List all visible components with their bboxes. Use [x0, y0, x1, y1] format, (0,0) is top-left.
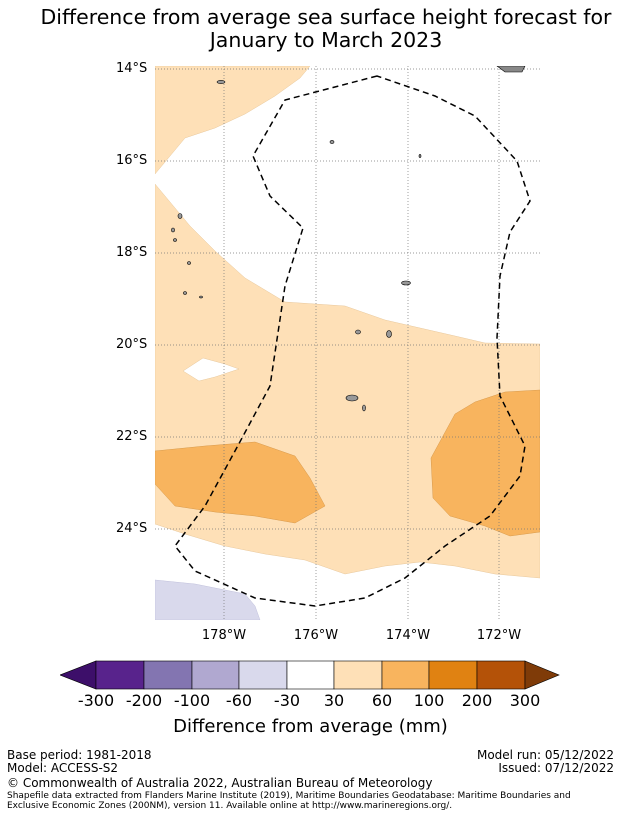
colorbar-tick: -30 [273, 691, 301, 710]
model-run: Model run: 05/12/2022 [476, 748, 614, 762]
contour-hole [182, 357, 240, 382]
contour-60-100-west [155, 441, 326, 524]
map-panel [155, 66, 540, 620]
title-line-1: Difference from average sea surface heig… [40, 5, 612, 29]
contour-60-100-east [430, 389, 540, 537]
lon-label-172w: 172°W [476, 628, 522, 643]
colorbar [60, 660, 560, 690]
lat-label-14s: 14°S [116, 61, 148, 76]
colorbar-bin-2 [143, 660, 193, 690]
colorbar-bin-5 [286, 660, 335, 690]
lon-label-178w: 178°W [201, 628, 247, 643]
lat-label-18s: 18°S [116, 245, 148, 260]
colorbar-bin-4 [238, 660, 288, 690]
contour-30-60-north [155, 66, 311, 175]
lon-label-174w: 174°W [385, 628, 431, 643]
colorbar-bin-7 [381, 660, 430, 690]
colorbar-tick: -300 [77, 691, 115, 710]
title-line-2: January to March 2023 [209, 28, 443, 52]
colorbar-extend-high [524, 660, 560, 690]
colorbar-extend-low [60, 660, 97, 690]
copyright: © Commonwealth of Australia 2022, Austra… [7, 776, 433, 790]
colorbar-bin-9 [476, 660, 526, 690]
shapefile-credit: Shapefile data extracted from Flanders M… [7, 791, 571, 811]
lat-label-20s: 20°S [116, 337, 148, 352]
colorbar-tick: 30 [323, 691, 345, 710]
colorbar-tick: -100 [173, 691, 211, 710]
colorbar-tick: -60 [225, 691, 253, 710]
colorbar-label: Difference from average (mm) [173, 716, 448, 737]
colorbar-tick: -200 [125, 691, 163, 710]
colorbar-bin-1 [95, 660, 145, 690]
chart-title: Difference from average sea surface heig… [0, 6, 621, 52]
gridlines [155, 66, 540, 620]
lat-label-24s: 24°S [116, 521, 148, 536]
colorbar-tick: 100 [413, 691, 445, 710]
lon-label-176w: 176°W [293, 628, 339, 643]
colorbar-bin-3 [191, 660, 240, 690]
colorbar-bin-6 [333, 660, 383, 690]
colorbar-tick: 60 [371, 691, 393, 710]
islands [171, 66, 526, 412]
model-name: Model: ACCESS-S2 [7, 761, 119, 775]
lat-label-16s: 16°S [116, 153, 148, 168]
colorbar-tick: 200 [461, 691, 493, 710]
lat-label-22s: 22°S [116, 429, 148, 444]
colorbar-tick: 300 [509, 691, 541, 710]
issued-date: Issued: 07/12/2022 [498, 761, 614, 775]
contour-neg-30-60 [155, 579, 261, 620]
base-period: Base period: 1981-2018 [7, 748, 152, 762]
colorbar-bin-8 [428, 660, 478, 690]
map-svg [155, 66, 540, 620]
